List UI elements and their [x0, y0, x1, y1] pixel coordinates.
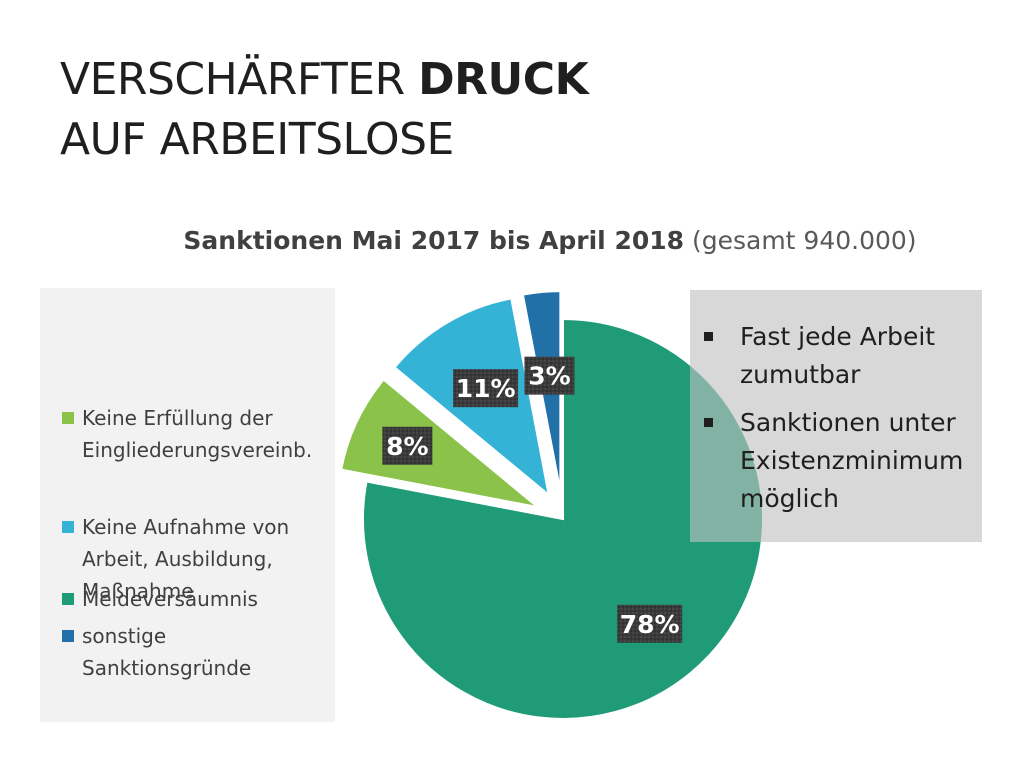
data-label-text: 8%: [386, 432, 428, 461]
legend-item-meldeversaeumnis: Meldeversäumnis: [62, 583, 327, 615]
chart-title: Sanktionen Mai 2017 bis April 2018 (gesa…: [0, 226, 1024, 255]
info-item: Fast jede Arbeit zumutbar: [704, 318, 979, 394]
chart-title-normal: (gesamt 940.000): [684, 226, 917, 255]
info-item-line: zumutbar: [740, 360, 861, 389]
legend-label-line: Eingliederungsvereinb.: [82, 438, 313, 462]
slide-title: VERSCHÄRFTER DRUCK AUF ARBEITSLOSE: [60, 50, 589, 170]
legend-label: Keine Aufnahme von Arbeit, Ausbildung, M…: [82, 511, 327, 607]
legend-label: sonstige Sanktionsgründe: [82, 620, 327, 684]
info-item-line: Sanktionen unter: [740, 408, 956, 437]
data-label-background: [524, 356, 575, 395]
square-bullet-icon: [704, 332, 713, 341]
title-line-1: VERSCHÄRFTER DRUCK: [60, 50, 589, 110]
legend-item-sonstige: sonstige Sanktionsgründe: [62, 620, 327, 684]
legend-label-line: sonstige: [82, 624, 167, 648]
info-item-line: Fast jede Arbeit: [740, 322, 936, 351]
chart-title-bold: Sanktionen Mai 2017 bis April 2018: [183, 226, 685, 255]
title-regular: VERSCHÄRFTER: [60, 54, 419, 105]
legend-label: Keine Erfüllung der Eingliederungsverein…: [82, 402, 327, 466]
data-label-background: [382, 426, 433, 465]
info-item-line: möglich: [740, 484, 839, 513]
legend-swatch: [62, 521, 74, 533]
data-label-aufnahme: 11%: [453, 369, 519, 408]
info-box: Fast jede Arbeit zumutbar Sanktionen unt…: [690, 290, 982, 542]
legend-label-line: Sanktionsgründe: [82, 656, 252, 680]
legend-swatch: [62, 412, 74, 424]
legend-label-line: Arbeit, Ausbildung,: [82, 547, 273, 571]
info-item-line: Existenzminimum: [740, 446, 964, 475]
info-list: Fast jede Arbeit zumutbar Sanktionen unt…: [704, 318, 979, 528]
slice-eingliederung: [340, 378, 539, 509]
data-label-text: 3%: [528, 362, 570, 391]
data-label-meldeversaeumnis: 78%: [617, 604, 683, 643]
data-label-text: 78%: [620, 610, 680, 639]
data-label-text: 11%: [456, 374, 516, 403]
legend-label: Meldeversäumnis: [82, 583, 327, 615]
legend-swatch: [62, 630, 74, 642]
title-line-2: AUF ARBEITSLOSE: [60, 114, 454, 165]
data-label-background: [617, 604, 683, 643]
legend-item-eingliederung: Keine Erfüllung der Eingliederungsverein…: [62, 402, 327, 466]
legend-label-line: Keine Aufnahme von: [82, 515, 290, 539]
legend-label-line: Keine Erfüllung der: [82, 406, 273, 430]
title-bold: DRUCK: [418, 54, 589, 105]
data-label-sonstige: 3%: [524, 356, 575, 395]
data-label-eingliederung: 8%: [382, 426, 433, 465]
legend-label-line: Maßnahme: [82, 579, 194, 603]
legend-item-aufnahme: Keine Aufnahme von Arbeit, Ausbildung, M…: [62, 511, 327, 607]
info-item: Sanktionen unter Existenzminimum möglich: [704, 404, 979, 518]
legend-swatch: [62, 593, 74, 605]
chart-legend: Meldeversäumnis Keine Erfüllung der Eing…: [40, 288, 335, 722]
legend-label-line: Meldeversäumnis: [82, 587, 258, 611]
square-bullet-icon: [704, 418, 713, 427]
data-label-background: [453, 369, 519, 408]
